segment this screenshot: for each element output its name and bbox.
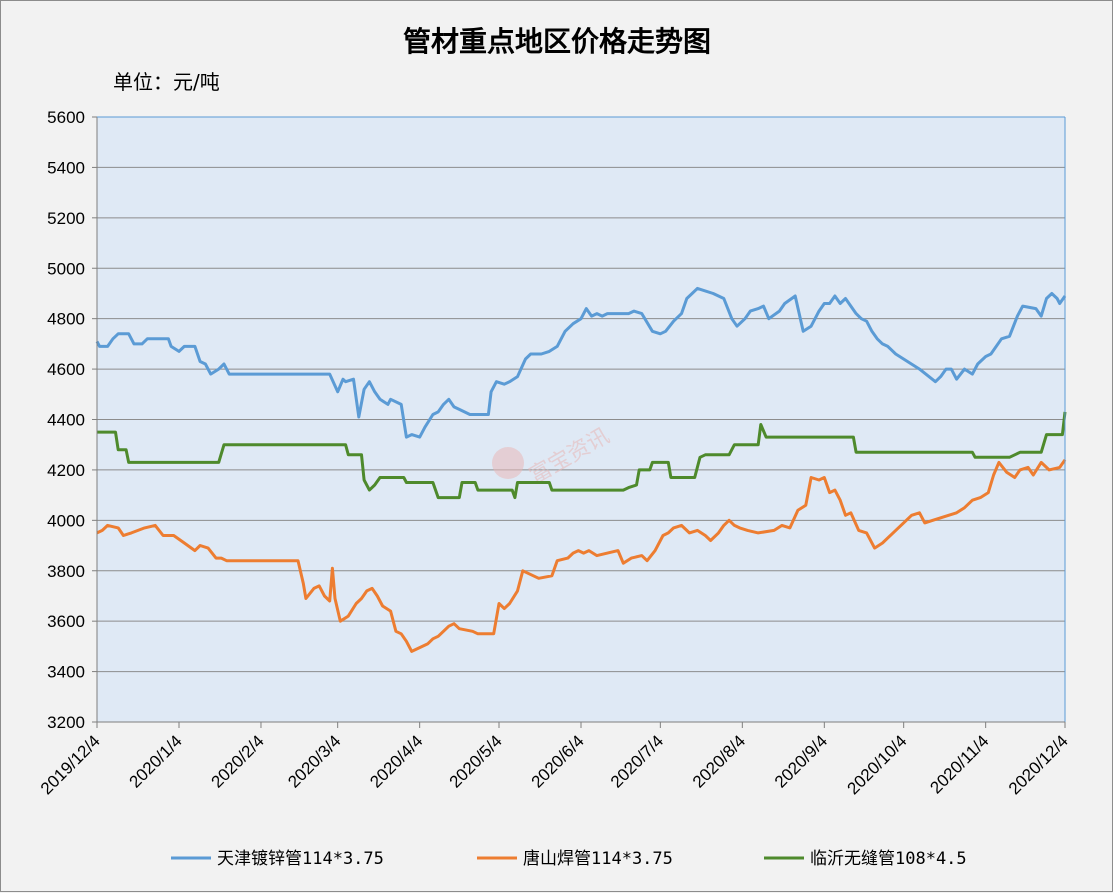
unit-label: 单位：元/吨: [113, 70, 220, 94]
series-line-1: [96, 458, 1067, 653]
x-tick-label: 2020/3/4: [284, 731, 344, 791]
series-line-2: [97, 411, 1067, 500]
y-tick-label: 4200: [47, 461, 85, 480]
y-tick-label: 4000: [47, 511, 85, 530]
y-tick-label: 3400: [47, 663, 85, 682]
y-tick-label: 5400: [47, 158, 85, 177]
legend-label-1: 唐山焊管114*3.75: [523, 848, 673, 869]
x-tick-label: 2020/9/4: [771, 731, 831, 791]
series-lines: [95, 286, 1067, 653]
chart-title: 管材重点地区价格走势图: [403, 25, 711, 58]
y-tick-label: 5600: [47, 108, 85, 127]
gridlines: [97, 116, 1065, 673]
legend-label-2: 临沂无缝管108*4.5: [810, 849, 967, 869]
x-axis-ticks: 2019/12/4 2020/1/4 2020/2/4 2020/3/4 2020/4/…: [37, 722, 1072, 798]
x-tick-label: 2020/1/4: [126, 731, 186, 791]
legend: 天津镀锌管114*3.75 唐山焊管114*3.75 临沂无缝管108*4.5: [171, 848, 967, 869]
x-tick-label: 2020/11/4: [926, 731, 992, 797]
y-tick-label: 3600: [47, 612, 85, 631]
x-tick-label: 2019/12/4: [37, 731, 104, 798]
y-tick-label: 4600: [47, 360, 85, 379]
y-axis-ticks: 3200 3400 3600 3800 4000 4200 4400 4600 4800 5000…: [47, 108, 97, 732]
x-tick-label: 2020/7/4: [607, 731, 667, 791]
series-line-0: [95, 286, 1067, 439]
x-tick-label: 2020/12/4: [1005, 731, 1072, 798]
y-tick-label: 5200: [47, 209, 85, 228]
y-tick-label: 5000: [47, 259, 85, 278]
y-tick-label: 3200: [47, 713, 85, 732]
x-tick-label: 2020/6/4: [528, 731, 588, 791]
x-tick-label: 2020/10/4: [844, 731, 911, 798]
y-tick-label: 4400: [47, 411, 85, 430]
x-tick-label: 2020/8/4: [689, 731, 749, 791]
x-tick-label: 2020/2/4: [208, 731, 268, 791]
x-tick-label: 2020/5/4: [446, 731, 506, 791]
x-tick-label: 2020/4/4: [366, 731, 426, 791]
y-tick-label: 3800: [47, 562, 85, 581]
watermark-logo-icon: [492, 447, 524, 479]
y-tick-label: 4800: [47, 310, 85, 329]
legend-label-0: 天津镀锌管114*3.75: [217, 849, 384, 869]
